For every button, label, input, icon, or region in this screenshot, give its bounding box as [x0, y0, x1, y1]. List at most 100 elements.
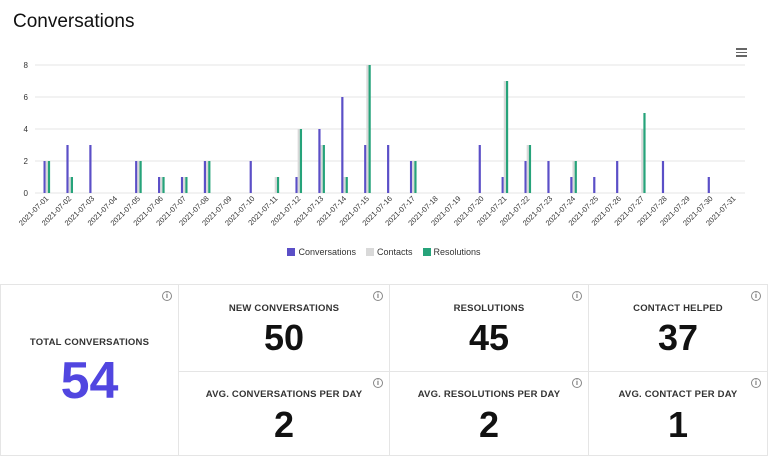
y-tick-label: 8 [24, 61, 29, 70]
contact-helped-panel: i CONTACT HELPED 37 [588, 284, 768, 372]
stat-value: 50 [263, 317, 305, 358]
bar-contacts [206, 161, 209, 193]
legend-label: Conversations [298, 247, 356, 257]
bar-resolutions [162, 177, 165, 193]
stat-label: TOTAL CONVERSATIONS [29, 337, 150, 348]
legend-item-contacts[interactable]: Contacts [365, 247, 413, 257]
info-icon[interactable]: i [751, 378, 761, 388]
avg-contact-panel: i AVG. CONTACT PER DAY 1 [588, 371, 768, 456]
legend-item-conversations[interactable]: Conversations [287, 247, 356, 257]
stat-value: 1 [667, 404, 689, 445]
stat-value: 2 [478, 404, 500, 445]
bar-contacts [526, 145, 529, 193]
bar-conversations [616, 161, 619, 193]
bar-contacts [412, 161, 415, 193]
legend-swatch-resolutions [422, 248, 431, 256]
resolutions-panel: i RESOLUTIONS 45 [389, 284, 589, 372]
bar-contacts [160, 177, 163, 193]
bar-conversations [135, 161, 138, 193]
stat-label: CONTACT HELPED [633, 303, 723, 314]
bar-resolutions [528, 145, 532, 193]
bar-chart: 024682021-07-012021-07-022021-07-032021-… [17, 61, 745, 228]
legend-label: Contacts [376, 247, 413, 257]
bar-contacts [274, 177, 277, 193]
bar-conversations [364, 145, 367, 193]
bar-conversations [66, 145, 69, 193]
bar-resolutions [368, 65, 371, 193]
bar-contacts [68, 177, 71, 193]
bar-conversations [409, 161, 413, 193]
stat-label: AVG. RESOLUTIONS PER DAY [417, 389, 561, 400]
new-conversations-panel: i NEW CONVERSATIONS 50 [178, 284, 390, 372]
bar-conversations [318, 129, 321, 193]
bar-resolutions [574, 161, 577, 193]
info-icon[interactable]: i [572, 291, 582, 301]
bar-contacts [366, 65, 369, 193]
stat-label: RESOLUTIONS [453, 303, 525, 314]
bar-conversations [593, 177, 596, 193]
bar-resolutions [505, 81, 509, 193]
bar-resolutions [47, 161, 51, 193]
info-icon[interactable]: i [572, 378, 582, 388]
avg-resolutions-panel: i AVG. RESOLUTIONS PER DAY 2 [389, 371, 589, 456]
bar-conversations [158, 177, 161, 193]
bar-contacts [572, 161, 575, 193]
stat-label: AVG. CONTACT PER DAY [618, 389, 738, 400]
bar-contacts [183, 177, 186, 193]
info-icon[interactable]: i [751, 291, 761, 301]
bar-conversations [180, 177, 184, 193]
bar-conversations [203, 161, 207, 193]
total-conversations-panel: i TOTAL CONVERSATIONS 54 [0, 284, 179, 456]
bar-conversations [249, 161, 252, 193]
info-icon[interactable]: i [162, 291, 172, 301]
bar-conversations [524, 161, 527, 193]
stat-value: 37 [657, 317, 699, 358]
avg-conversations-panel: i AVG. CONVERSATIONS PER DAY 2 [178, 371, 390, 456]
bar-contacts [297, 129, 300, 193]
bar-conversations [89, 145, 92, 193]
bar-resolutions [414, 161, 417, 193]
stat-value: 54 [60, 352, 119, 410]
bar-contacts [343, 177, 346, 193]
legend-label: Resolutions [433, 247, 481, 257]
bar-resolutions [299, 129, 303, 193]
bar-resolutions [322, 145, 325, 193]
stat-value: 2 [273, 404, 295, 445]
bar-contacts [503, 81, 506, 193]
stat-label: AVG. CONVERSATIONS PER DAY [205, 389, 363, 400]
y-tick-label: 4 [24, 125, 29, 134]
legend-item-resolutions[interactable]: Resolutions [422, 247, 481, 257]
bar-contacts [137, 161, 140, 193]
bar-resolutions [276, 177, 280, 193]
bar-contacts [641, 129, 644, 193]
chart-legend: Conversations Contacts Resolutions [0, 247, 768, 257]
y-tick-label: 6 [24, 93, 29, 102]
legend-swatch-contacts [365, 248, 374, 256]
bar-conversations [570, 177, 573, 193]
bar-conversations [661, 161, 665, 193]
bar-resolutions [345, 177, 348, 193]
legend-swatch-conversations [287, 248, 296, 256]
bar-conversations [341, 97, 344, 193]
info-icon[interactable]: i [373, 378, 383, 388]
bar-contacts [45, 161, 48, 193]
bar-resolutions [70, 177, 74, 193]
bar-resolutions [185, 177, 188, 193]
bar-resolutions [208, 161, 211, 193]
info-icon[interactable]: i [373, 291, 383, 301]
stat-label: NEW CONVERSATIONS [228, 303, 340, 314]
bar-resolutions [643, 113, 646, 193]
bar-conversations [43, 161, 46, 193]
bar-conversations [295, 177, 298, 193]
page-title: Conversations [13, 11, 135, 32]
bar-resolutions [139, 161, 142, 193]
bar-conversations [387, 145, 390, 193]
bar-contacts [320, 145, 323, 193]
y-tick-label: 2 [24, 157, 29, 166]
hamburger-menu-icon[interactable] [736, 48, 747, 57]
bar-conversations [707, 177, 710, 193]
bar-conversations [478, 145, 481, 193]
y-tick-label: 0 [24, 189, 29, 198]
bar-conversations [501, 177, 504, 193]
bar-conversations [547, 161, 550, 193]
